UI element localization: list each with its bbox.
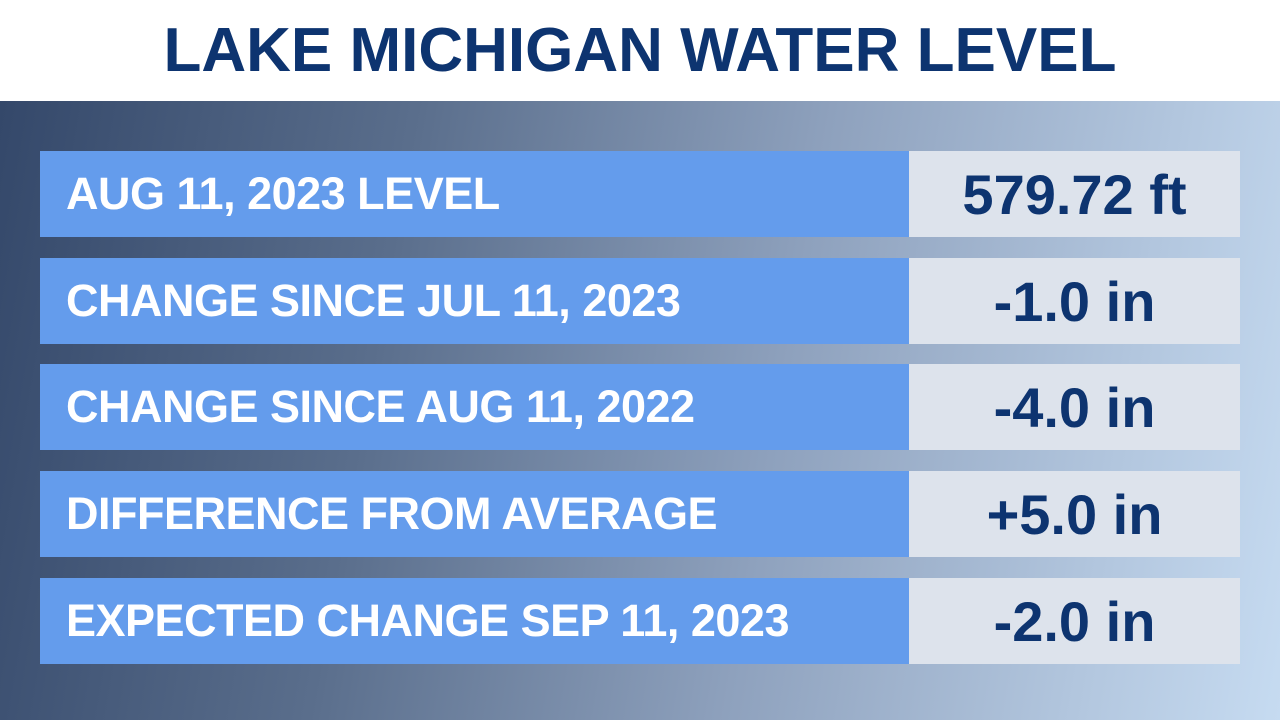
row-label: DIFFERENCE FROM AVERAGE [40,471,909,557]
stat-row-yearly-change: CHANGE SINCE AUG 11, 2022 -4.0 in [40,364,1240,450]
row-value: -4.0 in [909,364,1240,450]
row-label: CHANGE SINCE JUL 11, 2023 [40,258,909,344]
row-label: CHANGE SINCE AUG 11, 2022 [40,364,909,450]
row-label: EXPECTED CHANGE SEP 11, 2023 [40,578,909,664]
stat-row-expected-change: EXPECTED CHANGE SEP 11, 2023 -2.0 in [40,578,1240,664]
stat-row-difference-from-average: DIFFERENCE FROM AVERAGE +5.0 in [40,471,1240,557]
page-title: LAKE MICHIGAN WATER LEVEL [163,16,1117,85]
row-label: AUG 11, 2023 LEVEL [40,151,909,237]
row-value: 579.72 ft [909,151,1240,237]
row-value: +5.0 in [909,471,1240,557]
header: LAKE MICHIGAN WATER LEVEL [0,0,1280,101]
stat-row-current-level: AUG 11, 2023 LEVEL 579.72 ft [40,151,1240,237]
row-value: -2.0 in [909,578,1240,664]
row-value: -1.0 in [909,258,1240,344]
stat-row-monthly-change: CHANGE SINCE JUL 11, 2023 -1.0 in [40,258,1240,344]
